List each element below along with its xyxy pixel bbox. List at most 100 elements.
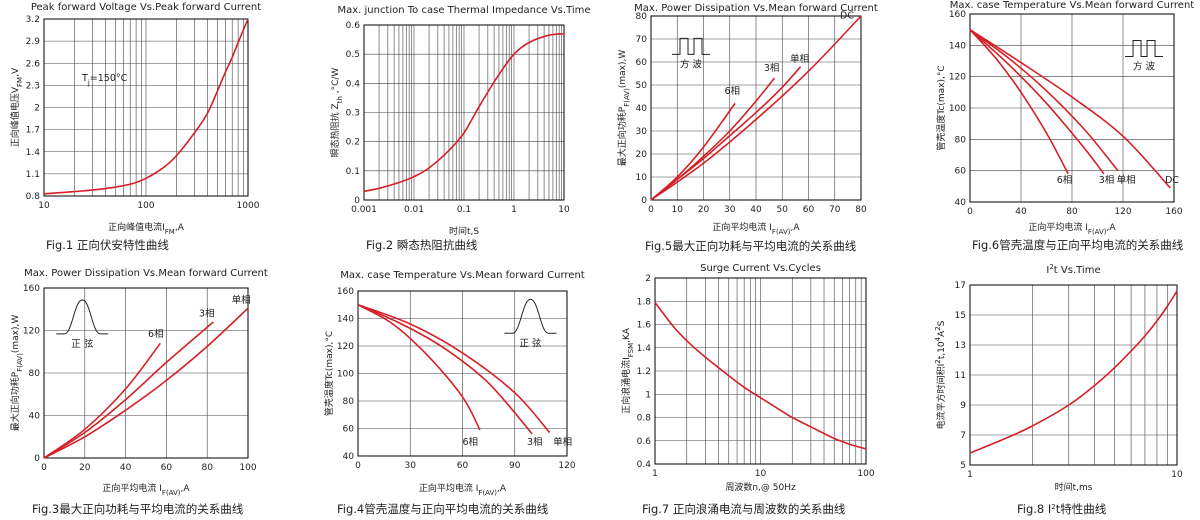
y-tick-label: 80 <box>955 135 967 145</box>
x-tick-label: 10 <box>672 205 684 215</box>
y-tick-label: 3.2 <box>26 15 40 25</box>
series-line <box>969 29 1171 189</box>
plot-frame <box>43 287 249 459</box>
series-line <box>650 102 736 201</box>
y-tick-label: 60 <box>343 425 355 435</box>
figure-caption: Fig.7 正向浪涌电流与周波数的关系曲线 <box>642 502 846 516</box>
y-tick-label: 120 <box>337 342 354 352</box>
x-tick-label: 120 <box>1114 207 1131 217</box>
y-tick-label: 2.3 <box>26 81 40 91</box>
series-line <box>969 29 1119 172</box>
x-axis-label: 周波数n,@ 50Hz <box>725 481 796 493</box>
x-tick-label: 1 <box>511 205 517 215</box>
fig5-chart: Max. Power Dissipation Vs.Mean forward C… <box>616 3 878 253</box>
y-tick-label: 5 <box>960 461 966 471</box>
y-tick-label: 15 <box>955 311 966 321</box>
fig4-chart: Max. case Temperature Vs.Mean forward Cu… <box>323 270 585 516</box>
series-line <box>654 301 867 450</box>
y-tick-label: 2.9 <box>26 37 41 47</box>
y-tick-label: 0 <box>354 196 360 206</box>
series-label: 单相 <box>790 53 809 65</box>
x-tick-label: 40 <box>750 205 762 215</box>
x-tick-label: 60 <box>161 463 173 473</box>
x-tick-label: 1 <box>967 470 973 480</box>
series-line <box>363 33 565 193</box>
y-tick-label: 1.7 <box>26 126 40 136</box>
x-axis-label: 正向平均电流 IF(AV),A <box>102 482 190 497</box>
series-label: DC <box>1165 175 1179 186</box>
x-tick-label: 100 <box>857 469 874 479</box>
y-tick-label: 10 <box>636 173 648 183</box>
y-tick-label: 60 <box>955 167 967 177</box>
plot-frame <box>363 24 565 201</box>
series-line <box>357 304 533 435</box>
grid <box>363 24 564 201</box>
y-tick-label: 1.6 <box>637 321 652 331</box>
x-axis-label: 时间t,ms <box>1055 481 1093 493</box>
chart-title: Max. case Temperature Vs.Mean forward Cu… <box>340 270 585 281</box>
figure-caption: Fig.5最大正向功耗与平均电流的关系曲线 <box>645 239 857 253</box>
series-line <box>43 321 214 459</box>
y-tick-label: 60 <box>636 58 648 68</box>
plot-frame <box>43 18 249 197</box>
x-tick-label: 80 <box>201 463 213 473</box>
x-axis-label: 正向平均电流 IF(AV),A <box>419 482 507 497</box>
series-line <box>43 307 249 459</box>
chart-title: Max. Power Dissipation Vs.Mean forward C… <box>24 268 268 279</box>
chart-title: Max. junction To case Thermal Impedance … <box>337 5 590 16</box>
y-tick-label: 0.4 <box>346 79 361 89</box>
series-label: 单相 <box>232 294 251 306</box>
y-tick-label: 0.4 <box>637 460 652 470</box>
series-label: 单相 <box>553 436 572 448</box>
y-tick-label: 1.8 <box>637 297 652 307</box>
waveform-label: 方 波 <box>1133 61 1156 73</box>
series-line <box>357 304 481 431</box>
series-line <box>43 18 249 195</box>
y-tick-label: 17 <box>955 281 966 291</box>
figure-caption: Fig.2 瞬态热阻抗曲线 <box>366 238 478 252</box>
figure-caption: Fig.4管壳温度与正向平均电流的关系曲线 <box>337 502 549 516</box>
series-label: 3相 <box>764 62 780 74</box>
fig8-chart: I2t Vs.Time 1 10 5 7 9 11 13 15 17 时间t,ms 电流平方时间积I2… <box>934 263 1183 516</box>
x-axis-label: 正向峰值电流IFM,A <box>108 221 185 236</box>
y-tick-label: 1.4 <box>637 344 652 354</box>
y-axis-label: 管壳温度Tc(max),°C <box>935 65 947 150</box>
figure-caption: Fig.8 I2t特性曲线 <box>1017 502 1107 516</box>
chart-title: Max. Power Dissipation Vs.Mean forward C… <box>634 3 878 14</box>
y-tick-label: 30 <box>636 127 648 137</box>
waveform-inset: 方 波 <box>672 37 710 70</box>
y-tick-label: 20 <box>636 150 648 160</box>
x-tick-label: 120 <box>558 461 575 471</box>
junction-temp-annotation: Tj=150°C <box>81 73 128 87</box>
y-tick-label: 40 <box>343 452 355 462</box>
chart-title: Peak forward Voltage Vs.Peak forward Cur… <box>31 2 261 13</box>
y-tick-label: 0.8 <box>637 414 652 424</box>
waveform-label: 方 波 <box>680 58 703 70</box>
x-tick-label: 0 <box>648 205 654 215</box>
x-tick-label: 90 <box>509 461 521 471</box>
y-tick-label: 80 <box>636 12 648 22</box>
x-tick-label: 20 <box>698 205 710 215</box>
x-tick-label: 0.01 <box>404 205 424 215</box>
y-tick-label: 0.3 <box>346 109 360 119</box>
x-tick-label: 10 <box>755 469 767 479</box>
x-tick-label: 50 <box>777 205 789 215</box>
series-line <box>650 15 862 201</box>
series-label: 6相 <box>463 436 479 448</box>
x-tick-label: 20 <box>79 463 91 473</box>
chart-title: I2t Vs.Time <box>1046 263 1100 276</box>
y-tick-label: 0 <box>641 196 647 206</box>
x-axis-label: 正向平均电流 IF(AV),A <box>1028 221 1116 236</box>
y-tick-label: 0.5 <box>346 50 360 60</box>
series-line <box>969 29 1069 175</box>
y-tick-label: 40 <box>636 104 648 114</box>
y-tick-label: 2.6 <box>26 59 41 69</box>
series-line <box>969 290 1178 454</box>
y-tick-label: 160 <box>23 284 40 294</box>
y-axis-label: 最大正向功耗PF(AV)(max),W <box>616 50 631 167</box>
y-tick-label: 160 <box>949 10 966 20</box>
square-wave-icon <box>1125 40 1164 58</box>
y-tick-label: 70 <box>636 35 648 45</box>
x-tick-label: 10 <box>38 201 50 211</box>
y-tick-label: 2 <box>645 274 651 284</box>
